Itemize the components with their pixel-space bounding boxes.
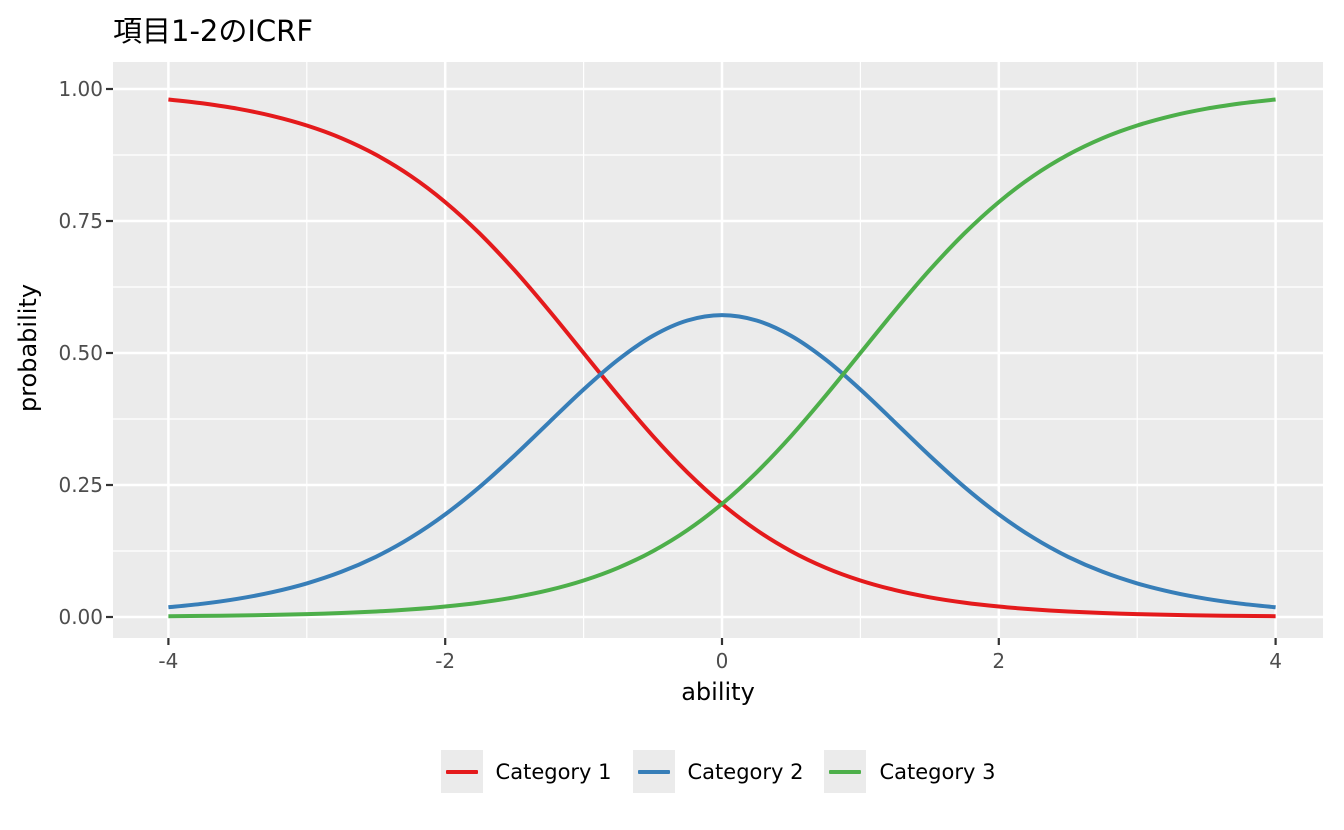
y-axis-title: probability	[14, 283, 42, 413]
x-tick-label: 0	[715, 649, 729, 673]
legend: Category 1 Category 2 Category 3	[113, 750, 1323, 793]
legend-label: Category 1	[495, 759, 612, 784]
legend-key-box	[440, 750, 483, 793]
y-tick-label: 0.75	[58, 209, 103, 233]
series-line-category-3	[168, 97, 1276, 619]
legend-item: Category 2	[632, 750, 804, 793]
legend-label: Category 3	[879, 759, 996, 784]
legend-label: Category 2	[687, 759, 804, 784]
x-tick-label: 2	[992, 649, 1006, 673]
x-tick-label: 4	[1269, 649, 1282, 673]
y-tick-label: 0.25	[58, 473, 103, 497]
legend-line-icon	[637, 769, 670, 774]
x-tick-label: -4	[158, 649, 179, 673]
series-line-category-2	[168, 313, 1276, 610]
x-tick-label: -2	[435, 649, 456, 673]
legend-key-box	[824, 750, 867, 793]
legend-item: Category 3	[824, 750, 995, 793]
y-tick-label: 0.50	[58, 341, 103, 365]
plot-panel	[113, 62, 1323, 638]
legend-key-box	[632, 750, 675, 793]
y-tick-label: 1.00	[58, 77, 103, 101]
x-axis-title: ability	[681, 678, 755, 706]
y-tick-label: 0.00	[58, 605, 103, 629]
legend-line-icon	[829, 769, 862, 774]
chart-title: 項目1-2のICRF	[113, 14, 313, 48]
legend-item: Category 1	[440, 750, 612, 793]
legend-line-icon	[445, 769, 478, 774]
